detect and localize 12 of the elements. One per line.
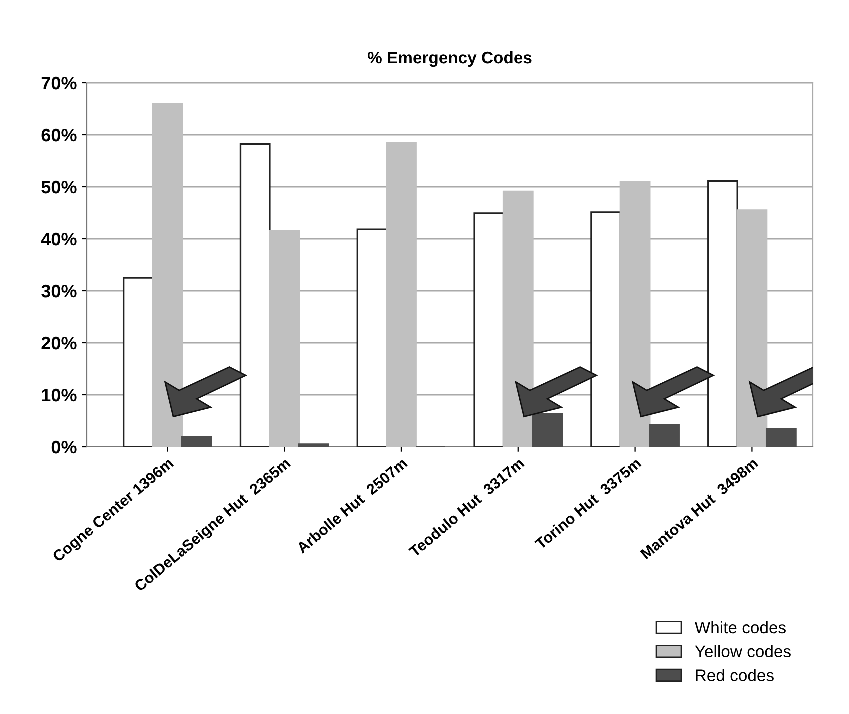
y-tick-label: 50%	[42, 180, 77, 194]
y-tick-label: 20%	[42, 336, 77, 350]
legend-label: Yellow codes	[695, 645, 791, 658]
y-tick-label: 10%	[42, 388, 77, 402]
legend-label: White codes	[694, 621, 786, 634]
legend-label: Red codes	[696, 669, 774, 682]
chart-title: % Emergency Codes	[368, 51, 532, 68]
y-tick-label: 0%	[52, 440, 77, 454]
y-tick-label: 70%	[42, 76, 77, 90]
y-tick-label: 30%	[42, 284, 77, 298]
y-tick-label: 60%	[42, 128, 77, 142]
y-tick-label: 40%	[41, 232, 77, 246]
